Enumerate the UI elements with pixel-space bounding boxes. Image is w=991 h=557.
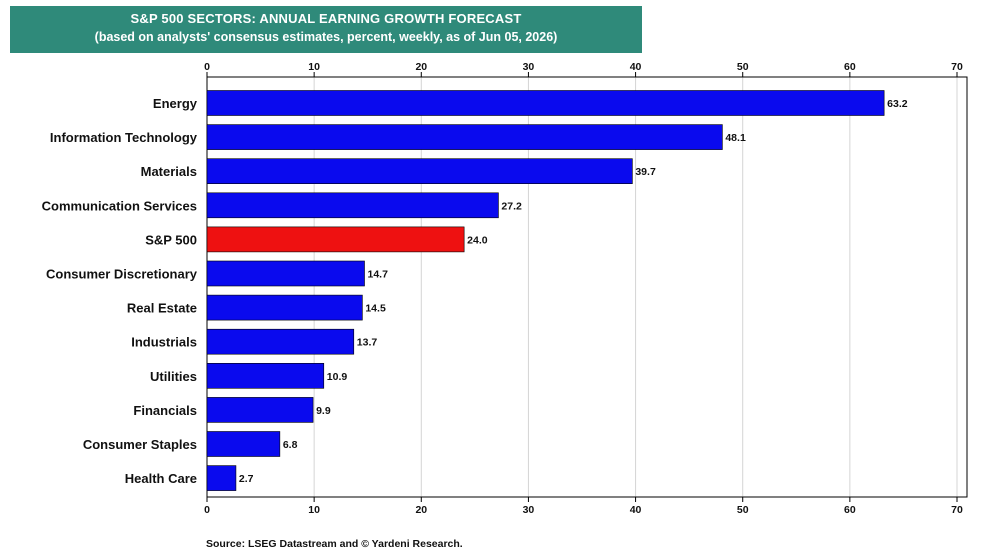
bar — [206, 294, 363, 321]
category-label: Communication Services — [42, 198, 197, 213]
category-label: Utilities — [150, 369, 197, 384]
x-tick-label-top: 20 — [415, 61, 427, 73]
bar-value-label: 27.2 — [501, 200, 522, 212]
bar-value-label: 9.9 — [316, 405, 331, 417]
axis-ticks: 0 0 10 10 20 20 30 30 40 40 50 50 60 60 70 70 — [204, 61, 963, 516]
bar-value-label: 2.7 — [239, 473, 254, 485]
bar-value-label: 13.7 — [357, 337, 378, 349]
x-tick-label-top: 40 — [630, 61, 642, 73]
bar — [206, 158, 633, 184]
category-label: S&P 500 — [145, 232, 197, 247]
category-label: Consumer Staples — [83, 437, 197, 452]
bar — [206, 90, 885, 116]
x-tick-label-bottom: 10 — [308, 504, 320, 516]
x-tick-label-top: 10 — [308, 61, 320, 73]
bars: 63.2 48.1 39.7 27.2 24.0 14.7 14.5 13.7 10.9 9.9 6… — [206, 90, 908, 491]
x-tick-label-bottom: 0 — [204, 504, 210, 516]
chart-title-banner: S&P 500 SECTORS: ANNUAL EARNING GROWTH F… — [10, 6, 642, 53]
category-label: Consumer Discretionary — [46, 267, 198, 282]
x-tick-label-bottom: 40 — [630, 504, 642, 516]
plot-frame — [206, 76, 968, 498]
x-tick-label-top: 70 — [951, 61, 963, 73]
bar-value-label: 14.7 — [368, 269, 389, 281]
category-label: Materials — [141, 164, 197, 179]
bar — [206, 260, 365, 287]
bar — [206, 328, 355, 355]
category-label: Information Technology — [50, 130, 198, 145]
chart-title: S&P 500 SECTORS: ANNUAL EARNING GROWTH F… — [130, 11, 522, 26]
x-tick-label-top: 60 — [844, 61, 856, 73]
bar — [206, 362, 325, 389]
bar-value-label: 39.7 — [635, 166, 656, 178]
bar-value-label: 10.9 — [327, 371, 348, 383]
bar-value-label: 63.2 — [887, 98, 908, 110]
category-label: Energy — [153, 96, 198, 111]
bar-value-label: 14.5 — [365, 303, 386, 315]
x-tick-label-top: 0 — [204, 61, 210, 73]
x-tick-label-bottom: 50 — [737, 504, 749, 516]
bar — [206, 124, 723, 150]
category-label: Financials — [133, 403, 197, 418]
bar — [206, 465, 237, 491]
x-tick-label-bottom: 70 — [951, 504, 963, 516]
category-labels: Energy Information Technology Materials Com… — [42, 96, 198, 486]
bar-value-label: 24.0 — [467, 234, 488, 246]
category-label: Industrials — [131, 335, 197, 350]
chart-subtitle: (based on analysts' consensus estimates,… — [94, 30, 558, 44]
x-tick-label-top: 30 — [523, 61, 535, 73]
bar — [206, 397, 314, 423]
x-tick-label-top: 50 — [737, 61, 749, 73]
bar — [206, 431, 281, 457]
x-tick-label-bottom: 20 — [415, 504, 427, 516]
bar — [206, 226, 465, 253]
bar-value-label: 48.1 — [725, 132, 746, 144]
bar — [206, 192, 499, 219]
x-tick-label-bottom: 60 — [844, 504, 856, 516]
category-label: Real Estate — [127, 301, 197, 316]
category-label: Health Care — [125, 471, 197, 486]
x-tick-label-bottom: 30 — [523, 504, 535, 516]
bar-value-label: 6.8 — [283, 439, 298, 451]
source-note: Source: LSEG Datastream and © Yardeni Re… — [206, 538, 463, 550]
